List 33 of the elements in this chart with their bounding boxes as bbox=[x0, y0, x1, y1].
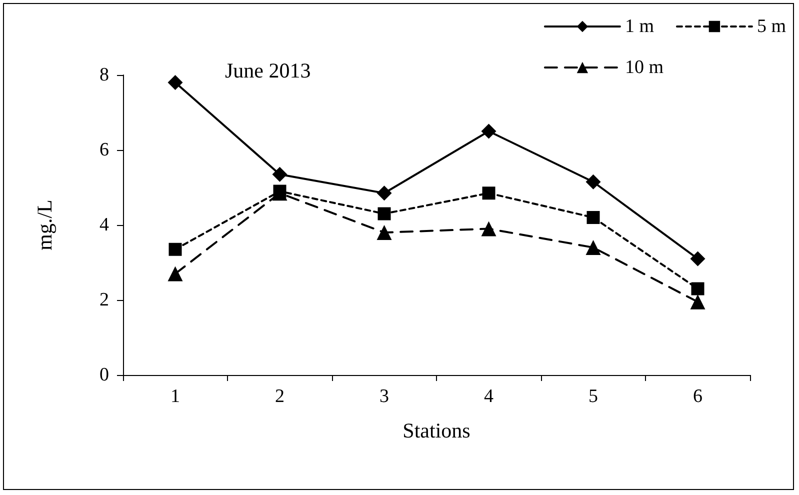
legend-label: 5 m bbox=[756, 16, 786, 37]
point bbox=[272, 166, 288, 182]
x-tick-label: 2 bbox=[275, 386, 284, 407]
point bbox=[168, 75, 183, 90]
x-tick-label: 6 bbox=[693, 386, 702, 407]
y-tick-label: 8 bbox=[100, 64, 109, 86]
legend-label: 10 m bbox=[624, 57, 664, 78]
x-tick-label: 4 bbox=[484, 386, 494, 407]
point bbox=[168, 242, 182, 256]
point bbox=[481, 124, 496, 139]
y-tick-label: 6 bbox=[100, 140, 109, 160]
point bbox=[586, 174, 601, 190]
point bbox=[691, 282, 704, 296]
x-tick-label: 5 bbox=[588, 386, 598, 407]
point bbox=[586, 211, 600, 224]
x-tick-label: 3 bbox=[380, 386, 389, 407]
y-axis-title: mg./L bbox=[32, 200, 56, 250]
legend-label: 1 m bbox=[624, 16, 654, 37]
point bbox=[690, 294, 706, 310]
y-tick-label: 4 bbox=[100, 214, 110, 236]
point bbox=[376, 186, 392, 201]
point bbox=[168, 266, 183, 282]
point bbox=[378, 207, 391, 220]
point bbox=[376, 225, 392, 240]
y-tick-label: 0 bbox=[100, 364, 109, 386]
chart-title: June 2013 bbox=[225, 58, 311, 82]
point bbox=[481, 221, 496, 236]
x-axis-title: Stations bbox=[402, 418, 470, 442]
y-tick-label: 2 bbox=[100, 290, 109, 310]
point bbox=[690, 251, 706, 266]
point bbox=[586, 240, 601, 255]
x-tick-label: 1 bbox=[170, 386, 180, 407]
point bbox=[482, 186, 496, 200]
